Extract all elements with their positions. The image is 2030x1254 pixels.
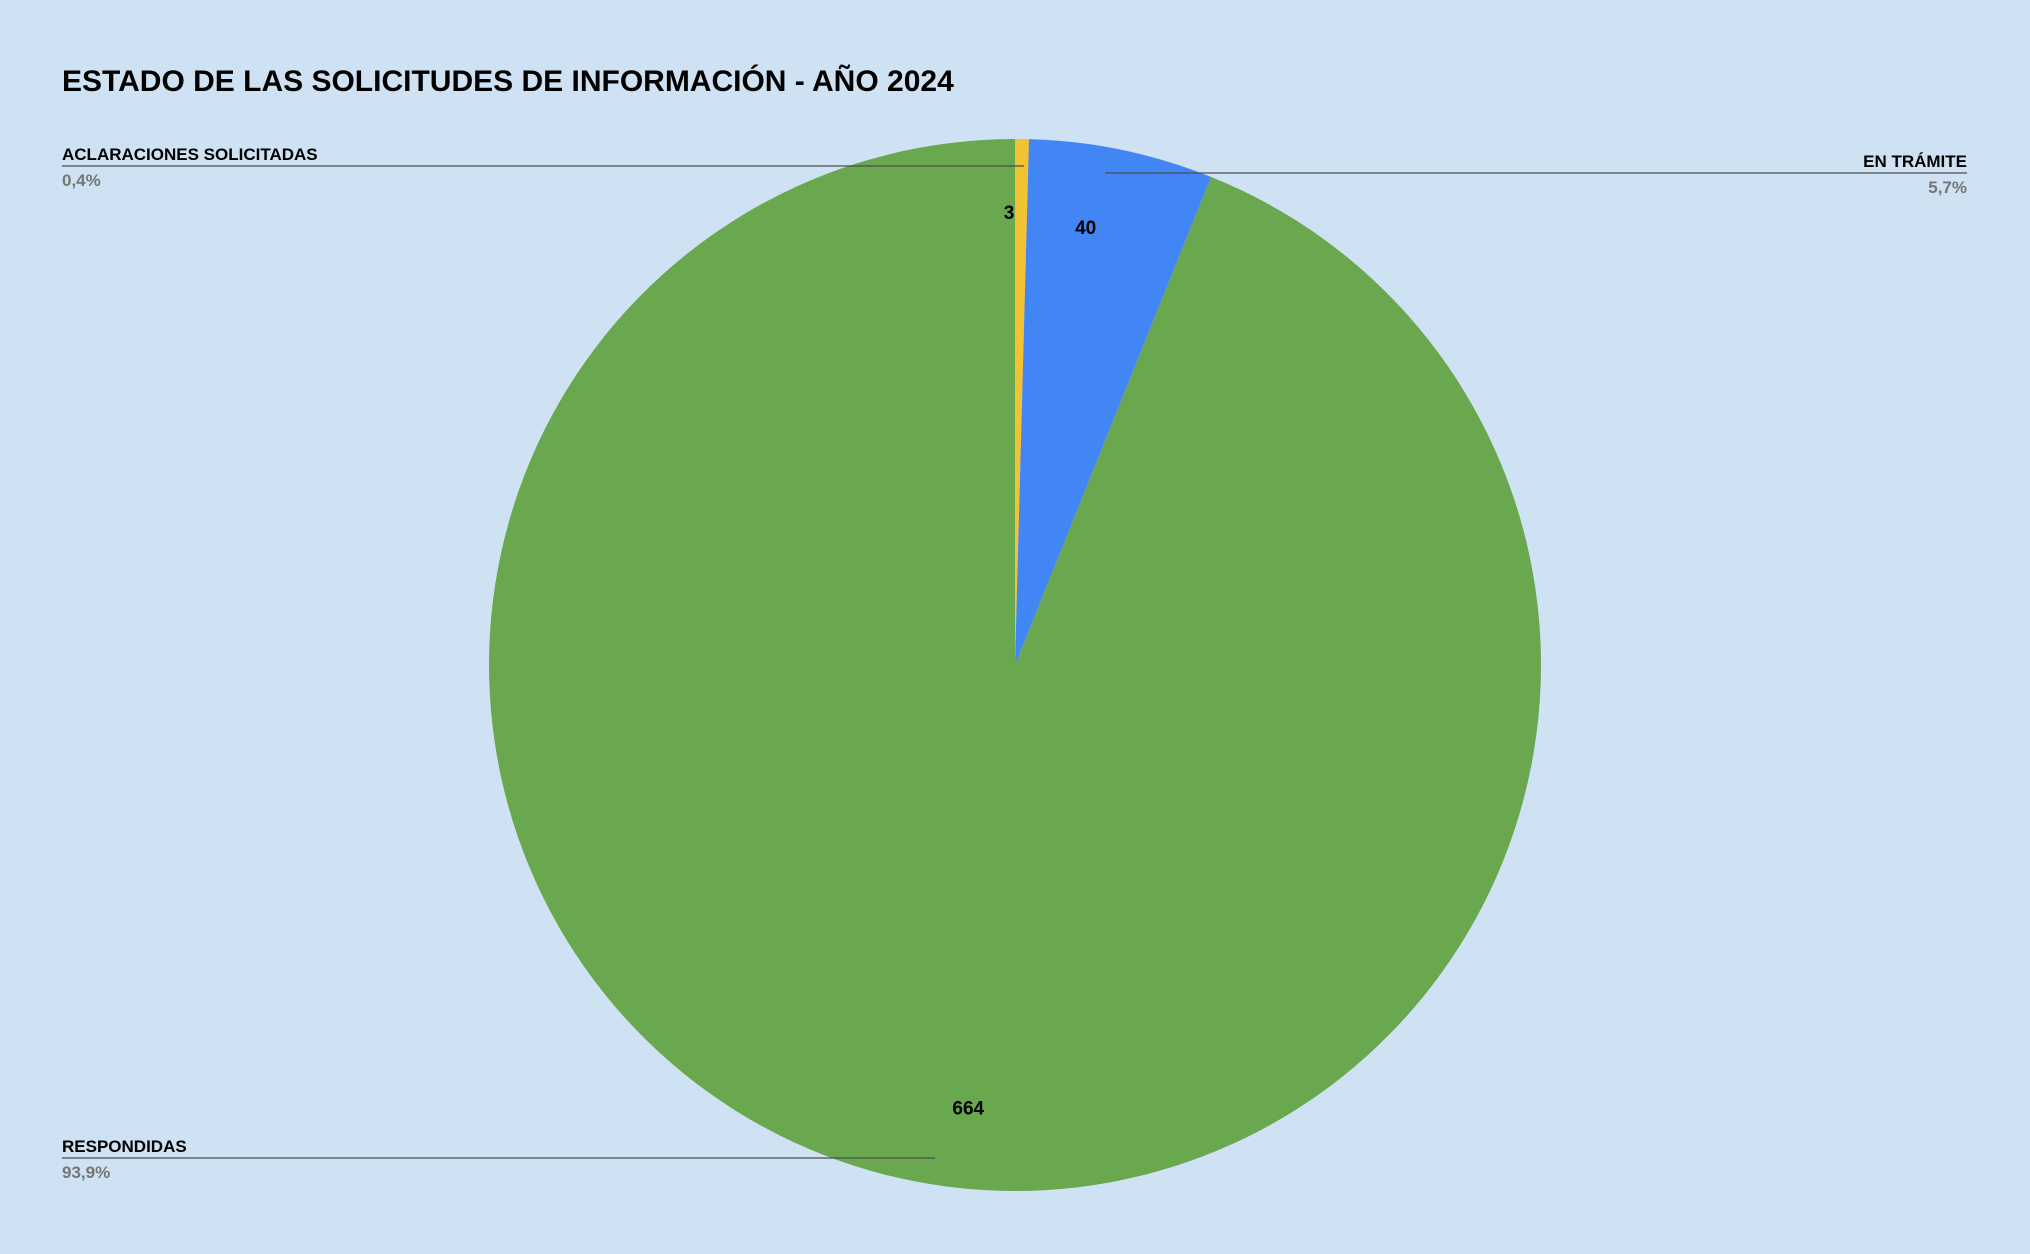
callout-label: RESPONDIDAS [62,1137,187,1156]
callout-percent: 5,7% [1928,178,1967,197]
callout-respondidas: RESPONDIDAS 93,9% [62,1137,935,1182]
slice-callouts: ACLARACIONES SOLICITADAS 0,4% EN TRÁMITE 5,… [62,145,1967,1182]
callout-percent: 0,4% [62,171,101,190]
pie-slices [488,139,1541,1192]
callout-percent: 93,9% [62,1163,110,1182]
slice-value-respondidas: 664 [952,1099,984,1120]
callout-label: ACLARACIONES SOLICITADAS [62,145,318,164]
pie-slice-respondidas [488,139,1541,1192]
callout-label: EN TRÁMITE [1863,152,1967,171]
slice-value-labels: 3 40 664 [952,203,1096,1120]
chart-title: ESTADO DE LAS SOLICITUDES DE INFORMACIÓN… [62,64,954,98]
pie-slice-en-tramite [1015,139,1212,665]
slice-value-aclaraciones-solicitadas: 3 [1004,203,1015,224]
pie-slice-aclaraciones-solicitadas [1015,139,1030,665]
slice-value-en-tramite: 40 [1075,218,1096,239]
callout-en-tramite: EN TRÁMITE 5,7% [1105,152,1967,197]
callout-aclaraciones-solicitadas: ACLARACIONES SOLICITADAS 0,4% [62,145,1025,190]
